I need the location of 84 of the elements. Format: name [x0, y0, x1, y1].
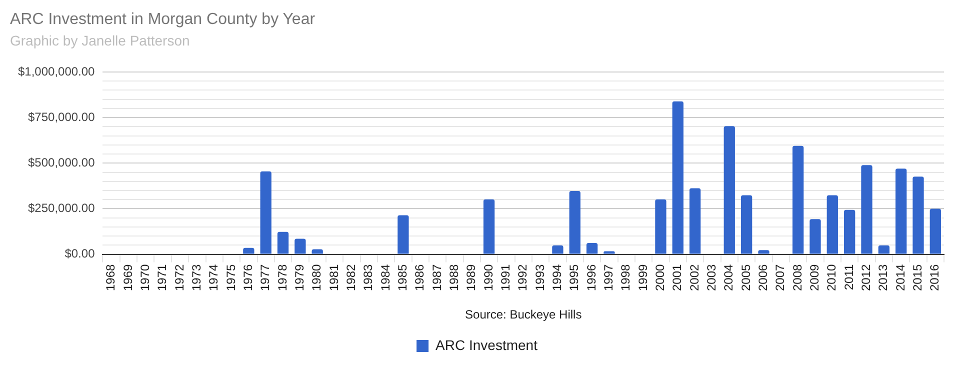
- x-tick-label: 1993: [532, 264, 547, 292]
- bar: [810, 219, 821, 254]
- x-tick-label: 1990: [481, 264, 496, 292]
- x-tick-label: 2014: [893, 264, 908, 292]
- bar: [826, 195, 838, 254]
- x-tick-label: 1991: [498, 264, 513, 292]
- x-tick-label: 1981: [326, 264, 341, 292]
- x-tick-label: 2007: [773, 264, 788, 292]
- y-tick-label: $1,000,000.00: [18, 64, 96, 78]
- x-tick-label: 1998: [618, 264, 633, 292]
- x-tick-label: 1995: [567, 264, 582, 292]
- x-tick-label: 1982: [344, 264, 358, 292]
- source-note: Source: Buckeye Hills: [465, 307, 582, 322]
- x-tick-label: 1983: [361, 264, 376, 292]
- bar: [569, 191, 580, 254]
- bar: [294, 238, 306, 254]
- x-tick-label: 2003: [704, 264, 719, 292]
- x-tick-label: 1989: [464, 264, 478, 292]
- chart-title: ARC Investment in Morgan County by Year: [10, 11, 316, 28]
- x-tick-label: 1978: [275, 264, 290, 292]
- x-tick-label: 2005: [738, 264, 753, 292]
- x-tick-label: 2004: [722, 264, 736, 292]
- y-tick-label: $500,000.00: [28, 155, 96, 170]
- bar: [277, 232, 289, 254]
- x-tick-label: 2008: [790, 264, 804, 292]
- bar: [260, 171, 272, 254]
- x-tick-label: 1992: [516, 264, 530, 292]
- legend-label: ARC Investment: [436, 336, 538, 353]
- x-tick-label: 1996: [584, 264, 598, 292]
- x-tick-label: 2013: [876, 264, 890, 292]
- x-tick-label: 1974: [206, 264, 221, 292]
- x-tick-label: 1985: [396, 264, 410, 292]
- bar: [655, 199, 666, 254]
- bar: [740, 195, 752, 254]
- x-tick-label: 1979: [292, 264, 306, 292]
- bar: [844, 210, 856, 254]
- x-tick-label: 2002: [687, 264, 702, 292]
- bar: [758, 250, 770, 254]
- x-tick-label: 1977: [258, 264, 272, 292]
- x-tick-label: 1975: [224, 264, 238, 292]
- bar: [930, 208, 941, 254]
- y-tick-label: $0.00: [64, 246, 96, 261]
- y-tick-label: $750,000.00: [28, 110, 96, 124]
- x-tick-label: 2016: [928, 264, 942, 292]
- bar: [604, 251, 615, 254]
- x-tick-label: 2010: [824, 264, 839, 292]
- x-tick-label: 1973: [189, 264, 204, 292]
- x-tick-label: 1972: [172, 264, 186, 292]
- bar: [586, 243, 598, 254]
- bar: [398, 215, 409, 254]
- bar: [672, 101, 684, 254]
- x-tick-label: 1986: [412, 264, 427, 292]
- x-tick-label: 1997: [602, 264, 616, 292]
- x-tick-label: 2006: [756, 264, 770, 292]
- x-tick-label: 2001: [670, 264, 684, 292]
- x-tick-label: 2015: [910, 264, 925, 292]
- x-tick-label: 1984: [378, 264, 392, 292]
- x-tick-label: 1968: [104, 264, 118, 292]
- y-tick-label: $250,000.00: [28, 201, 96, 216]
- x-tick-label: 1999: [636, 264, 650, 292]
- x-tick-label: 1988: [447, 264, 462, 292]
- x-tick-label: 1976: [240, 264, 255, 292]
- bar: [243, 248, 254, 254]
- x-tick-label: 2012: [859, 264, 874, 292]
- bar: [878, 245, 890, 254]
- bar: [912, 176, 924, 254]
- bar: [483, 199, 495, 254]
- chart-subtitle: Graphic by Janelle Patterson: [10, 32, 190, 48]
- x-tick-label: 1969: [120, 264, 135, 292]
- x-tick-label: 1970: [138, 264, 152, 292]
- x-tick-label: 1980: [310, 264, 324, 292]
- bar: [792, 146, 804, 254]
- x-tick-label: 2009: [808, 264, 822, 292]
- bar: [312, 249, 323, 254]
- x-tick-label: 1987: [430, 264, 444, 292]
- x-tick-label: 1994: [550, 264, 564, 292]
- x-tick-label: 1971: [155, 264, 170, 292]
- bar: [861, 165, 872, 254]
- bar: [896, 168, 907, 254]
- bar: [552, 245, 564, 254]
- x-tick-label: 2011: [842, 264, 856, 290]
- bar: [724, 126, 735, 254]
- x-tick-label: 2000: [653, 264, 668, 292]
- bar: [689, 188, 701, 254]
